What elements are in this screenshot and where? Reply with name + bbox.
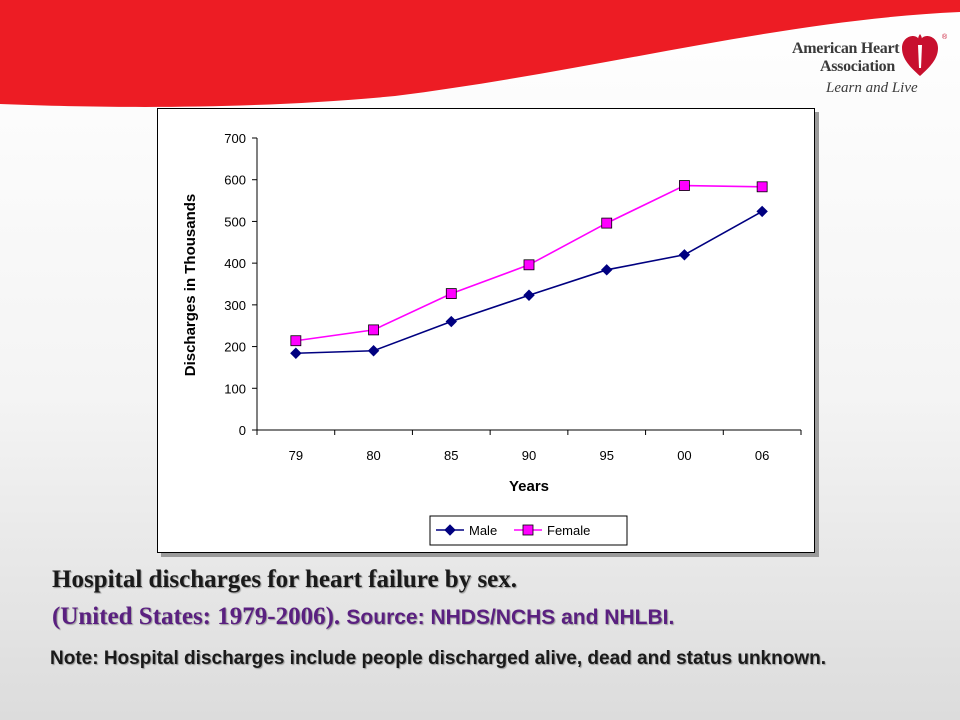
y-tick-label: 300 <box>224 298 246 313</box>
data-point-female <box>523 259 535 271</box>
legend-marker-female <box>522 524 534 536</box>
y-tick-label: 700 <box>224 131 246 146</box>
logo-name-line1: American Heart <box>792 40 900 57</box>
data-point-female <box>368 324 379 336</box>
y-axis-title: Discharges in Thousands <box>182 194 199 377</box>
series-line-male <box>295 210 763 355</box>
caption-range: (United States: 1979-2006). <box>52 603 341 630</box>
data-point-male <box>445 315 457 328</box>
x-axis-title: Years <box>509 478 549 495</box>
caption-subtitle: (United States: 1979-2006). Source: NHDS… <box>52 603 674 631</box>
chart-axes <box>256 138 801 431</box>
chart-panel: 0 100 200 300 400 500 600 700 79 80 85 90 95 00 06 Di… <box>157 108 815 553</box>
caption-note: Note: Hospital discharges include people… <box>50 648 826 669</box>
legend-label-male: Male <box>469 523 497 538</box>
red-header-banner <box>0 0 960 107</box>
x-tick-label: 85 <box>444 448 458 463</box>
caption-title: Hospital discharges for heart failure by… <box>52 566 518 593</box>
data-point-male <box>290 347 302 359</box>
chart-legend: Male Female <box>429 515 628 546</box>
series-female <box>290 180 768 347</box>
aha-logo: American Heart Association Learn and Liv… <box>780 30 955 105</box>
heart-torch-icon <box>902 34 938 76</box>
y-tick-label: 100 <box>224 381 246 396</box>
data-point-male <box>756 205 768 218</box>
registered-mark: ® <box>942 34 948 41</box>
data-point-male <box>523 289 535 301</box>
y-tick-label: 200 <box>224 340 246 355</box>
data-point-female <box>679 180 690 191</box>
y-tick-label: 400 <box>224 256 246 271</box>
x-tick-label: 90 <box>522 448 536 463</box>
caption-source: Source: NHDS/NCHS and NHLBI. <box>346 606 675 629</box>
data-point-male <box>601 264 613 276</box>
logo-name-line2: Association <box>820 58 895 75</box>
line-chart: 0 100 200 300 400 500 600 700 79 80 85 90 95 00 06 Di… <box>182 131 802 546</box>
data-point-male <box>367 345 380 357</box>
y-tick-label: 0 <box>239 423 246 438</box>
data-point-female <box>756 181 768 193</box>
x-tick-label: 06 <box>755 448 769 463</box>
x-tick-label: 80 <box>366 448 380 463</box>
series-male <box>290 205 768 359</box>
y-tick-label: 500 <box>224 214 246 229</box>
legend-marker-male <box>444 524 456 536</box>
y-tick-label: 600 <box>224 173 246 188</box>
legend-label-female: Female <box>547 523 590 538</box>
x-tick-label: 00 <box>677 448 691 463</box>
data-point-female <box>445 288 457 299</box>
x-tick-label: 79 <box>289 448 303 463</box>
logo-tagline: Learn and Live <box>826 80 918 96</box>
data-point-female <box>601 217 613 229</box>
x-tick-label: 95 <box>599 448 613 463</box>
data-point-female <box>290 335 302 347</box>
data-point-male <box>678 249 691 261</box>
